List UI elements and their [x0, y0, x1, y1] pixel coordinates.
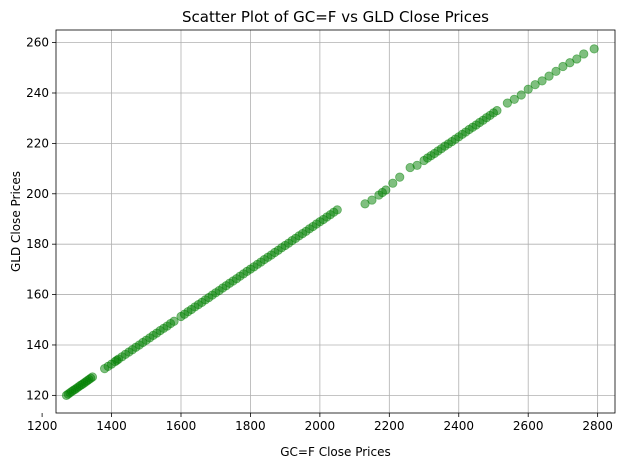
data-point [87, 372, 98, 382]
y-tick-label: 180 [26, 237, 49, 251]
y-tick-label: 220 [26, 136, 49, 150]
data-point [572, 54, 582, 64]
data-point [332, 205, 342, 215]
grid-layer [56, 30, 615, 413]
x-tick-label: 2800 [582, 419, 613, 433]
data-point [537, 76, 547, 86]
y-axis-label: GLD Close Prices [9, 171, 23, 272]
data-point [388, 178, 398, 188]
data-point [589, 44, 599, 54]
x-tick-label: 1600 [166, 419, 197, 433]
data-point [381, 185, 391, 195]
x-axis-label: GC=F Close Prices [280, 445, 390, 459]
x-tick-label: 1200 [27, 419, 58, 433]
data-point [530, 80, 540, 90]
y-tick-label: 120 [26, 388, 49, 402]
y-tick-label: 140 [26, 338, 49, 352]
x-tick-label: 2400 [443, 419, 474, 433]
x-tick-label: 1400 [96, 419, 127, 433]
data-point [367, 195, 377, 205]
data-point [492, 106, 502, 116]
data-point [169, 316, 179, 326]
data-point [565, 58, 575, 68]
chart-title: Scatter Plot of GC=F vs GLD Close Prices [182, 8, 489, 26]
ticks-layer: 1200 1400 1600 1800 2000 2200 2400 2600 2800 120 1… [26, 36, 613, 433]
data-point [395, 172, 405, 182]
x-tick-label: 1800 [235, 419, 266, 433]
data-point [509, 94, 519, 104]
x-tick-label: 2200 [374, 419, 405, 433]
data-point [502, 98, 512, 108]
y-tick-label: 160 [26, 288, 49, 302]
data-point [360, 199, 370, 209]
data-point [558, 61, 568, 72]
plot-frame [55, 29, 616, 414]
x-tick-label: 2600 [513, 419, 544, 433]
x-tick-label: 2000 [305, 419, 336, 433]
y-tick-label: 200 [26, 187, 49, 201]
data-point [544, 71, 554, 81]
data-point [412, 160, 422, 170]
data-point [523, 84, 533, 94]
data-point [579, 49, 589, 59]
points-layer [61, 44, 599, 400]
y-tick-label: 260 [26, 36, 49, 50]
data-point [516, 90, 526, 100]
data-point [551, 66, 561, 76]
y-tick-label: 240 [26, 86, 49, 100]
